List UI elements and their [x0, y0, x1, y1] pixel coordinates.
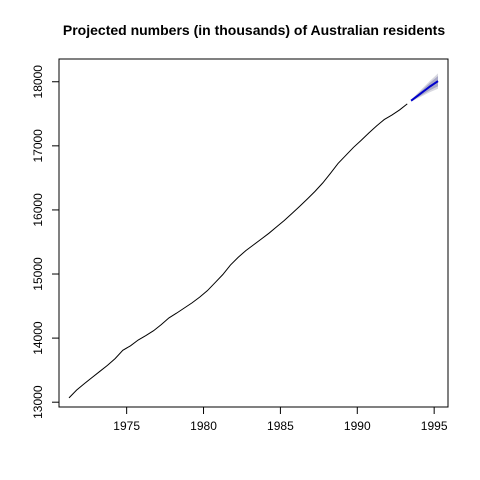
x-tick-label: 1985	[267, 419, 294, 433]
x-axis: 1975 1980 1985 1990 1995	[113, 407, 448, 433]
x-tick-label: 1980	[190, 419, 217, 433]
x-tick-label: 1990	[344, 419, 371, 433]
x-tick-label: 1975	[113, 419, 140, 433]
plot-frame	[58, 58, 449, 408]
forecast-series-line	[410, 80, 439, 102]
observed-series-line	[68, 103, 408, 399]
chart-title: Projected numbers (in thousands) of Aust…	[63, 22, 445, 38]
y-axis: 13000 14000 15000 16000 17000 18000	[31, 65, 59, 419]
y-tick-label: 18000	[31, 65, 45, 99]
y-tick-label: 17000	[31, 129, 45, 163]
series-lines	[68, 80, 439, 399]
x-tick-label: 1995	[421, 419, 448, 433]
y-tick-label: 15000	[31, 257, 45, 291]
y-tick-label: 13000	[31, 385, 45, 419]
y-tick-label: 14000	[31, 321, 45, 355]
y-tick-label: 16000	[31, 193, 45, 227]
